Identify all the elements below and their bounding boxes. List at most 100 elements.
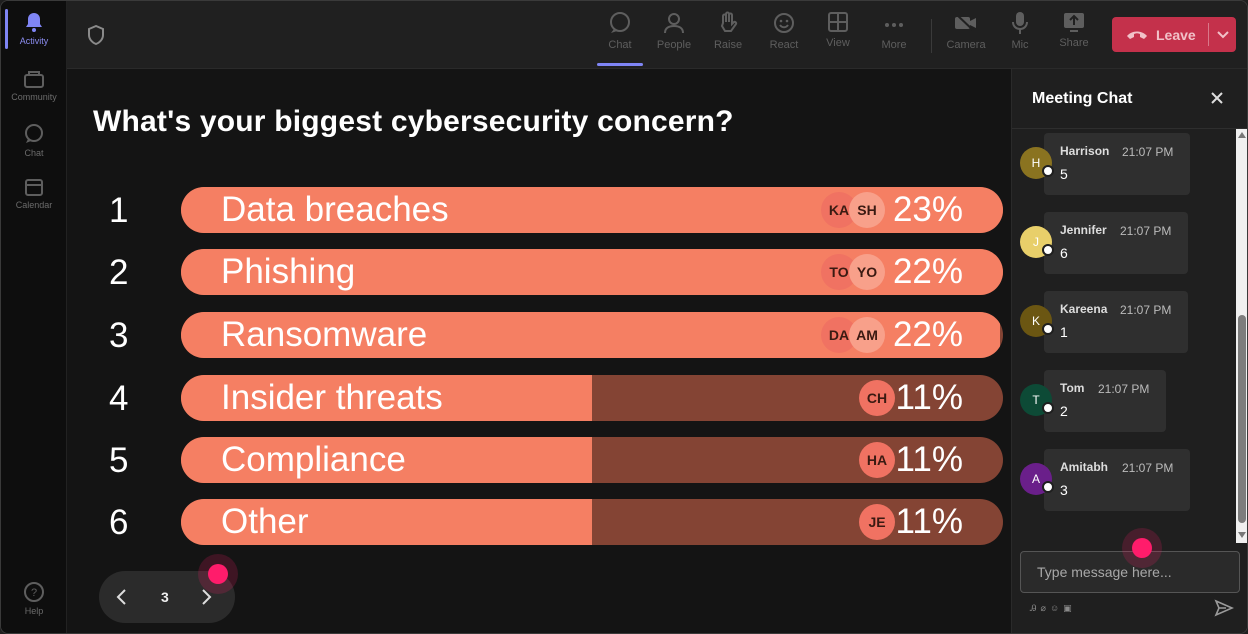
chat-icon: [610, 12, 630, 33]
pointer-indicator: [208, 564, 228, 584]
avatar-initial: K: [1031, 314, 1040, 328]
emoji-icon: [774, 13, 794, 33]
rail-item-help[interactable]: ? Help: [1, 571, 67, 625]
voter-avatar: JE: [859, 504, 895, 540]
sender-name: Amitabh: [1060, 460, 1108, 474]
message-bubble: Kareena 21:07 PM 1: [1044, 291, 1188, 353]
rail-item-activity[interactable]: Activity: [1, 1, 67, 55]
chat-message[interactable]: Amitabh 21:07 PM 3 A: [1020, 447, 1192, 511]
option-bar: Ransomware DA AM 22%: [181, 312, 1003, 358]
rail-item-chat[interactable]: Chat: [1, 113, 67, 167]
toolbar-camera-button[interactable]: Camera: [939, 11, 993, 61]
option-percent: 22%: [892, 252, 963, 291]
poll-option[interactable]: 1 Data breaches KA SH 23%: [67, 187, 1011, 235]
toolbar-people-button[interactable]: People: [647, 11, 701, 61]
voter-avatar: YO: [849, 254, 885, 290]
poll-stage: What's your biggest cybersecurity concer…: [67, 69, 1011, 633]
option-rank: 2: [109, 253, 129, 292]
message-list[interactable]: Harrison 21:07 PM 5 H Jennifer 21:07 PM 6 J Kare…: [1012, 129, 1247, 543]
format-toolbar: Ꭿ ⌀ ☺ ▣: [1030, 603, 1072, 614]
toolbar-raise-button[interactable]: Raise: [701, 11, 755, 61]
rail-item-label: Help: [24, 606, 44, 616]
scroll-thumb[interactable]: [1238, 315, 1246, 523]
chat-message[interactable]: Tom 21:07 PM 2 T: [1020, 368, 1192, 432]
presence-status-icon: [1042, 481, 1054, 493]
leave-button[interactable]: Leave: [1112, 17, 1236, 52]
chevron-left-icon[interactable]: [115, 587, 129, 607]
message-text: 3: [1060, 482, 1068, 498]
rail-item-label: Calendar: [15, 200, 53, 210]
option-bar-fill: [181, 437, 592, 483]
voter-avatar: AM: [849, 317, 885, 353]
people-icon: [664, 13, 684, 34]
message-input[interactable]: [1021, 552, 1239, 592]
option-percent: 11%: [895, 440, 963, 479]
help-icon: ?: [24, 582, 44, 602]
toolbar-label: Camera: [946, 39, 986, 51]
message-time: 21:07 PM: [1098, 382, 1150, 396]
rail-item-calendar[interactable]: Calendar: [1, 167, 67, 221]
avatar-initial: A: [1031, 472, 1040, 486]
chat-scrollbar[interactable]: [1236, 129, 1247, 543]
toolbar-view-button[interactable]: View: [811, 11, 865, 61]
toolbar-label: Share: [1059, 37, 1089, 49]
chat-message[interactable]: Kareena 21:07 PM 1 K: [1020, 289, 1192, 353]
message-time: 21:07 PM: [1120, 303, 1172, 317]
option-rank: 6: [109, 503, 129, 542]
option-percent: 11%: [895, 378, 963, 417]
chevron-down-icon[interactable]: [1216, 25, 1230, 43]
avatar-initial: H: [1031, 156, 1041, 170]
chevron-right-icon[interactable]: [199, 587, 213, 607]
option-percent: 11%: [895, 502, 963, 541]
poll-option[interactable]: 6 Other JE 11%: [67, 499, 1011, 547]
sender-name: Jennifer: [1060, 223, 1107, 237]
message-text: 5: [1060, 166, 1068, 182]
option-label: Other: [221, 502, 309, 541]
poll-question: What's your biggest cybersecurity concer…: [93, 105, 734, 138]
rail-item-label: Community: [11, 92, 57, 102]
option-rank: 1: [109, 191, 129, 230]
option-percent: 23%: [892, 190, 963, 229]
poll-option[interactable]: 2 Phishing TO YO 22%: [67, 249, 1011, 297]
page-number: 3: [161, 589, 169, 605]
poll-option[interactable]: 5 Compliance HA 11%: [67, 437, 1011, 485]
message-composer[interactable]: [1020, 551, 1240, 593]
chat-message[interactable]: Harrison 21:07 PM 5 H: [1020, 131, 1192, 195]
scroll-up-icon[interactable]: [1238, 132, 1246, 138]
message-text: 6: [1060, 245, 1068, 261]
poll-option[interactable]: 4 Insider threats CH 11%: [67, 375, 1011, 423]
presence-status-icon: [1042, 165, 1054, 177]
option-label: Ransomware: [221, 315, 428, 354]
option-rank: 3: [109, 316, 129, 355]
emoji-icon[interactable]: ☺: [1049, 603, 1060, 613]
send-icon[interactable]: [1214, 599, 1234, 617]
chat-message[interactable]: Jennifer 21:07 PM 6 J: [1020, 210, 1192, 274]
avatar-initial: J: [1033, 235, 1039, 249]
camera-off-icon: [955, 13, 976, 33]
toolbar-react-button[interactable]: React: [757, 11, 811, 61]
scroll-down-icon[interactable]: [1238, 532, 1246, 538]
toolbar-label: Mic: [1011, 39, 1029, 51]
sender-name: Kareena: [1060, 302, 1108, 316]
poll-option[interactable]: 3 Ransomware DA AM 22%: [67, 312, 1011, 360]
format-icon[interactable]: Ꭿ: [1030, 603, 1037, 613]
leave-divider: [1208, 23, 1209, 46]
close-icon[interactable]: [1210, 91, 1224, 105]
shield-icon[interactable]: [87, 25, 105, 45]
toolbar-label: People: [656, 39, 692, 51]
toolbar-mic-button[interactable]: Mic: [993, 11, 1047, 61]
toolbar-divider: [931, 19, 932, 53]
left-rail: Activity Community Chat Calendar ? Help: [1, 1, 67, 633]
gif-icon[interactable]: ▣: [1063, 603, 1072, 613]
toolbar-chat-button[interactable]: Chat: [593, 11, 647, 66]
rail-item-community[interactable]: Community: [1, 59, 67, 113]
toolbar-share-button[interactable]: Share: [1047, 11, 1101, 61]
option-label: Data breaches: [221, 190, 449, 229]
attach-icon[interactable]: ⌀: [1040, 603, 1046, 613]
avatar[interactable]: T: [1020, 384, 1052, 416]
community-icon: [24, 71, 44, 88]
message-time: 21:07 PM: [1122, 461, 1174, 475]
toolbar-more-button[interactable]: More: [867, 11, 921, 61]
calendar-icon: [25, 179, 43, 196]
